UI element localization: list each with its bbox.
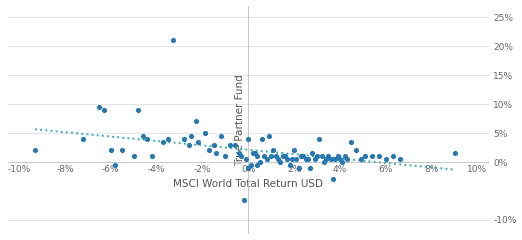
Point <box>95 105 103 109</box>
Point <box>200 131 209 135</box>
Point <box>338 160 347 164</box>
Point <box>235 151 243 155</box>
Point <box>79 137 87 141</box>
Y-axis label: True Partner Fund: True Partner Fund <box>235 74 245 166</box>
Point <box>253 163 262 167</box>
Point <box>180 137 188 141</box>
Point <box>331 157 339 161</box>
Point <box>352 149 360 152</box>
Point <box>375 154 383 158</box>
Point <box>306 166 314 170</box>
Point <box>240 198 248 202</box>
Point <box>143 137 151 141</box>
X-axis label: MSCI World Total Return USD: MSCI World Total Return USD <box>173 179 323 189</box>
Point <box>329 177 337 181</box>
Point <box>263 157 271 161</box>
Point <box>106 149 115 152</box>
Point <box>164 137 172 141</box>
Point <box>192 120 200 123</box>
Point <box>212 151 220 155</box>
Point <box>395 157 404 161</box>
Point <box>226 143 234 147</box>
Point <box>368 154 376 158</box>
Point <box>246 163 255 167</box>
Point <box>322 157 330 161</box>
Point <box>129 154 138 158</box>
Point <box>283 157 291 161</box>
Point <box>237 154 245 158</box>
Point <box>118 149 126 152</box>
Point <box>230 143 239 147</box>
Point <box>357 157 365 161</box>
Point <box>382 157 390 161</box>
Point <box>134 108 143 112</box>
Point <box>31 149 39 152</box>
Point <box>111 163 120 167</box>
Point <box>327 157 335 161</box>
Point <box>342 157 351 161</box>
Point <box>184 143 193 147</box>
Point <box>265 134 273 138</box>
Point <box>294 166 303 170</box>
Point <box>253 154 262 158</box>
Point <box>324 154 333 158</box>
Point <box>221 154 230 158</box>
Point <box>159 140 168 144</box>
Point <box>248 151 257 155</box>
Point <box>194 140 202 144</box>
Point <box>317 154 326 158</box>
Point <box>274 157 282 161</box>
Point <box>315 137 324 141</box>
Point <box>205 149 213 152</box>
Point <box>340 154 349 158</box>
Point <box>450 151 459 155</box>
Point <box>244 137 253 141</box>
Point <box>187 134 195 138</box>
Point <box>297 154 305 158</box>
Point <box>276 160 284 164</box>
Point <box>286 163 294 167</box>
Point <box>281 154 289 158</box>
Point <box>267 154 275 158</box>
Point <box>347 140 355 144</box>
Point <box>139 134 147 138</box>
Point <box>292 157 301 161</box>
Point <box>288 157 296 161</box>
Point <box>258 137 266 141</box>
Point <box>290 149 298 152</box>
Point <box>299 154 307 158</box>
Point <box>256 160 264 164</box>
Point <box>313 154 321 158</box>
Point <box>251 151 259 155</box>
Point <box>269 149 278 152</box>
Point <box>148 154 156 158</box>
Point <box>271 154 280 158</box>
Point <box>301 157 310 161</box>
Point <box>388 154 397 158</box>
Point <box>336 157 344 161</box>
Point <box>361 154 370 158</box>
Point <box>334 154 342 158</box>
Point <box>210 143 218 147</box>
Point <box>244 166 253 170</box>
Point <box>319 160 328 164</box>
Point <box>100 108 108 112</box>
Point <box>169 38 177 42</box>
Point <box>309 151 317 155</box>
Point <box>278 154 287 158</box>
Point <box>217 134 225 138</box>
Point <box>304 157 312 161</box>
Point <box>311 157 319 161</box>
Point <box>242 157 250 161</box>
Point <box>260 154 268 158</box>
